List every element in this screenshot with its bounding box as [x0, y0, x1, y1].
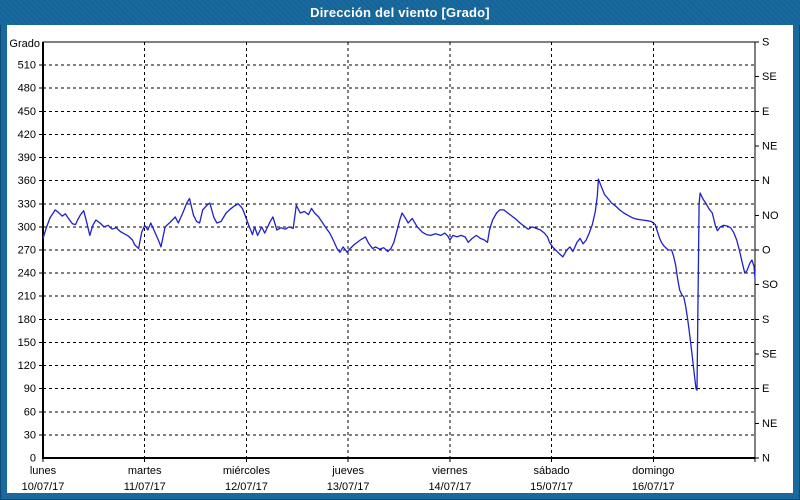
svg-text:330: 330 [18, 198, 36, 210]
svg-text:martes: martes [128, 465, 162, 477]
svg-text:Grado: Grado [9, 38, 40, 50]
svg-text:240: 240 [18, 268, 36, 280]
svg-text:390: 390 [18, 152, 36, 164]
svg-text:SE: SE [762, 71, 777, 83]
svg-text:450: 450 [18, 106, 36, 118]
svg-text:jueves: jueves [331, 465, 364, 477]
svg-text:14/07/17: 14/07/17 [428, 481, 471, 493]
svg-text:120: 120 [18, 360, 36, 372]
svg-text:60: 60 [24, 406, 36, 418]
svg-text:NO: NO [762, 210, 779, 222]
svg-text:11/07/17: 11/07/17 [124, 481, 166, 493]
svg-text:N: N [762, 453, 770, 465]
svg-text:270: 270 [18, 245, 36, 257]
svg-text:viernes: viernes [432, 465, 468, 477]
svg-text:420: 420 [18, 129, 36, 141]
svg-text:SE: SE [762, 349, 777, 361]
svg-text:13/07/17: 13/07/17 [327, 481, 370, 493]
svg-text:210: 210 [18, 291, 36, 303]
svg-text:O: O [762, 245, 771, 257]
svg-text:510: 510 [18, 60, 36, 72]
svg-text:sábado: sábado [534, 465, 570, 477]
svg-text:30: 30 [24, 429, 36, 441]
svg-text:16/07/17: 16/07/17 [632, 481, 675, 493]
svg-text:15/07/17: 15/07/17 [530, 481, 573, 493]
svg-text:90: 90 [24, 383, 36, 395]
chart-area: 30 60 90 120 150 180 210 240 270 300 330 360 390 420 4… [7, 25, 793, 493]
svg-text:S: S [762, 314, 769, 326]
svg-text:480: 480 [18, 83, 36, 95]
svg-text:NE: NE [762, 418, 777, 430]
svg-text:E: E [762, 106, 769, 118]
svg-text:N: N [762, 175, 770, 187]
svg-text:E: E [762, 383, 769, 395]
wind-chart-svg: 30 60 90 120 150 180 210 240 270 300 330 360 390 420 4… [9, 37, 779, 494]
svg-text:360: 360 [18, 175, 36, 187]
svg-text:S: S [762, 37, 769, 49]
svg-text:300: 300 [18, 221, 36, 233]
chart-title-bar: Dirección del viento [Grado] [0, 0, 800, 25]
svg-text:0: 0 [30, 453, 36, 465]
svg-text:150: 150 [18, 337, 36, 349]
svg-text:lunes: lunes [30, 465, 57, 477]
svg-text:12/07/17: 12/07/17 [225, 481, 268, 493]
chart-title: Dirección del viento [Grado] [310, 5, 490, 20]
svg-text:miércoles: miércoles [223, 465, 271, 477]
svg-text:10/07/17: 10/07/17 [22, 481, 65, 493]
svg-text:180: 180 [18, 314, 36, 326]
svg-text:domingo: domingo [632, 465, 674, 477]
svg-text:SO: SO [762, 279, 778, 291]
svg-text:NE: NE [762, 141, 777, 153]
